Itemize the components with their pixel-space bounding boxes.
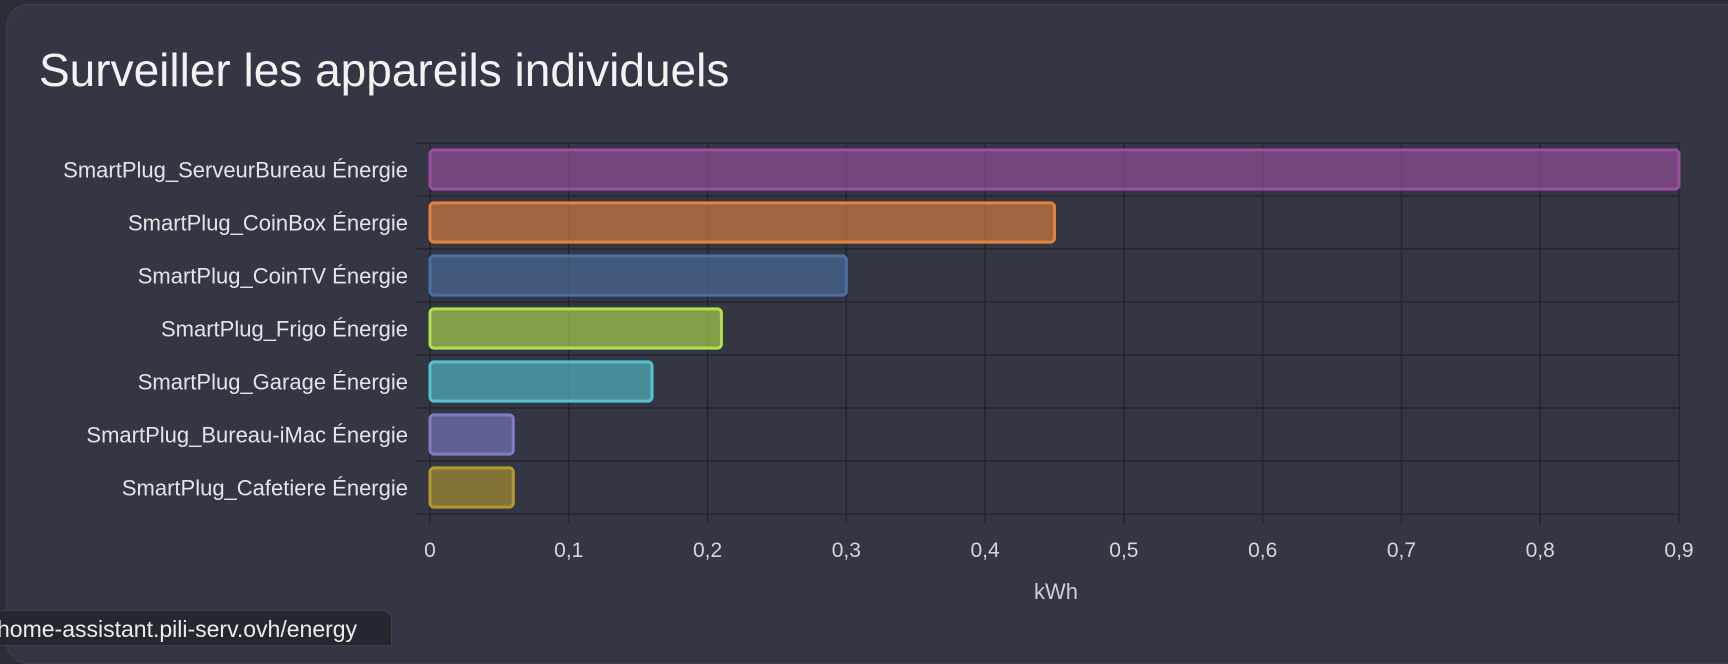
status-url-tooltip: home-assistant.pili-serv.ovh/energy xyxy=(0,610,392,646)
x-tick-label: 0,3 xyxy=(832,539,861,562)
category-label: SmartPlug_Cafetiere Énergie xyxy=(122,476,408,501)
bars xyxy=(428,148,1681,509)
category-label: SmartPlug_ServeurBureau Énergie xyxy=(63,158,408,183)
x-tick-label: 0,8 xyxy=(1526,539,1555,562)
bar[interactable] xyxy=(428,307,723,350)
category-label: SmartPlug_Frigo Énergie xyxy=(161,317,408,342)
card-title: Surveiller les appareils individuels xyxy=(39,44,730,96)
bar[interactable] xyxy=(428,466,515,509)
x-axis-title: kWh xyxy=(1034,579,1078,604)
bar[interactable] xyxy=(428,360,654,403)
category-label: SmartPlug_CoinBox Énergie xyxy=(128,211,408,236)
x-tick-label: 0,9 xyxy=(1664,539,1693,562)
category-labels: SmartPlug_ServeurBureau Énergie SmartPlug… xyxy=(63,158,408,501)
x-tick-label: 0,5 xyxy=(1109,539,1138,562)
energy-devices-card: Surveiller les appareils individuels xyxy=(6,4,1728,664)
x-tick-label: 0 xyxy=(424,539,436,562)
x-tick-label: 0,4 xyxy=(971,539,1001,562)
bar[interactable] xyxy=(428,413,515,456)
x-tick-label: 0,6 xyxy=(1248,539,1277,562)
bar[interactable] xyxy=(428,148,1681,191)
category-label: SmartPlug_Garage Énergie xyxy=(138,370,408,395)
bar[interactable] xyxy=(428,201,1056,244)
status-url: home-assistant.pili-serv.ovh/energy xyxy=(0,616,358,642)
x-axis-ticks: 0 0,1 0,2 0,3 0,4 0,5 0,6 0,7 0,8 0,9 xyxy=(424,539,1693,562)
device-energy-bar-chart: SmartPlug_ServeurBureau Énergie SmartPlug… xyxy=(63,142,1694,604)
category-label: SmartPlug_Bureau-iMac Énergie xyxy=(86,423,408,448)
category-label: SmartPlug_CoinTV Énergie xyxy=(138,264,408,289)
x-tick-label: 0,2 xyxy=(693,539,722,562)
x-tick-label: 0,7 xyxy=(1387,539,1416,562)
bar[interactable] xyxy=(428,254,848,297)
x-tick-label: 0,1 xyxy=(554,539,583,562)
